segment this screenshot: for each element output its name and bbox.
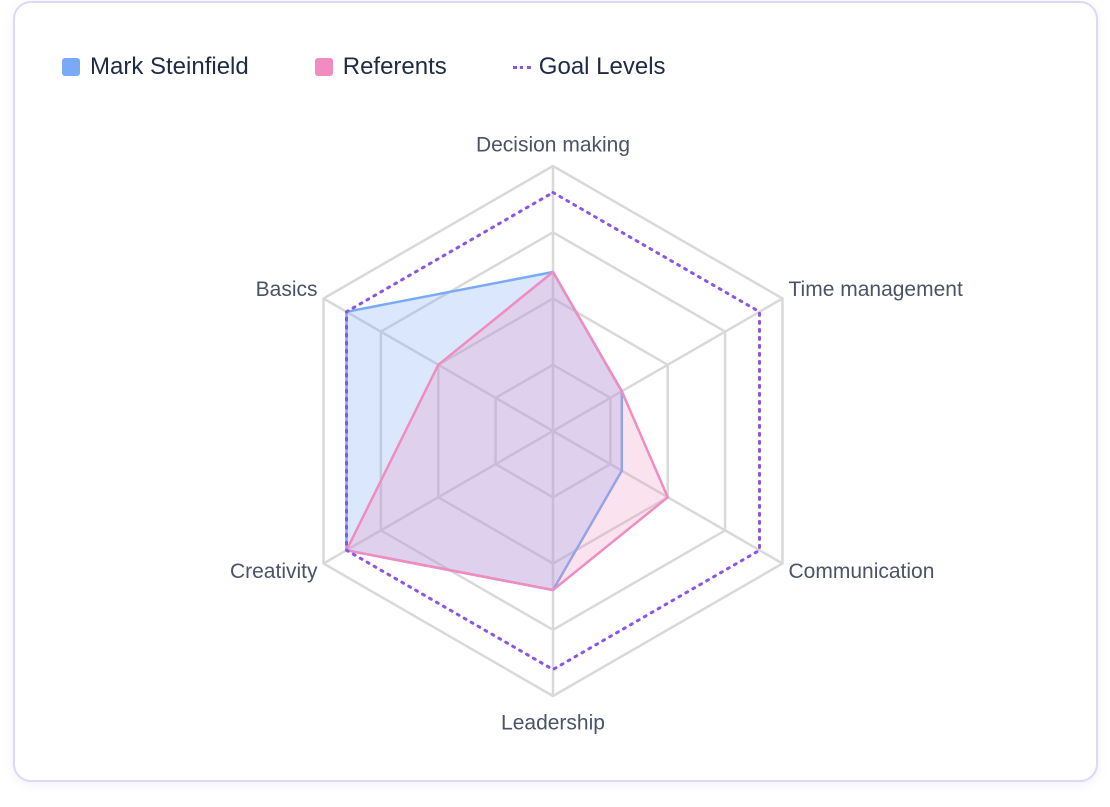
legend-item-mark-steinfield[interactable]: Mark Steinfield: [62, 53, 249, 81]
legend-item-referents[interactable]: Referents: [314, 53, 447, 81]
legend-swatch-goal-levels: [512, 65, 531, 69]
series-polygon-referents[interactable]: [345, 270, 669, 592]
series-polygon-goal-levels[interactable]: [345, 191, 761, 671]
axis-label-time-management: Time management: [789, 278, 963, 301]
legend: Mark Steinfield Referents Goal Levels: [62, 50, 732, 84]
legend-swatch-mark-steinfield: [62, 58, 80, 76]
legend-label-goal-levels: Goal Levels: [538, 53, 666, 80]
axis-label-communication: Communication: [789, 560, 935, 583]
chart-card: [13, 1, 1098, 782]
legend-swatch-referents: [314, 58, 333, 76]
grid-spoke-1: [552, 297, 784, 433]
radar-axis-labels: Decision making Time management Communicat…: [230, 134, 963, 735]
legend-item-goal-levels[interactable]: Goal Levels: [512, 53, 666, 81]
axis-label-decision-making: Decision making: [476, 134, 630, 157]
axis-label-basics: Basics: [256, 278, 318, 301]
axis-label-leadership: Leadership: [501, 712, 605, 735]
legend-label-mark-steinfield: Mark Steinfield: [90, 53, 249, 80]
grid-spoke-4: [322, 429, 554, 565]
legend-label-referents: Referents: [342, 53, 447, 80]
radar-series: [345, 191, 761, 671]
axis-label-creativity: Creativity: [230, 560, 318, 583]
